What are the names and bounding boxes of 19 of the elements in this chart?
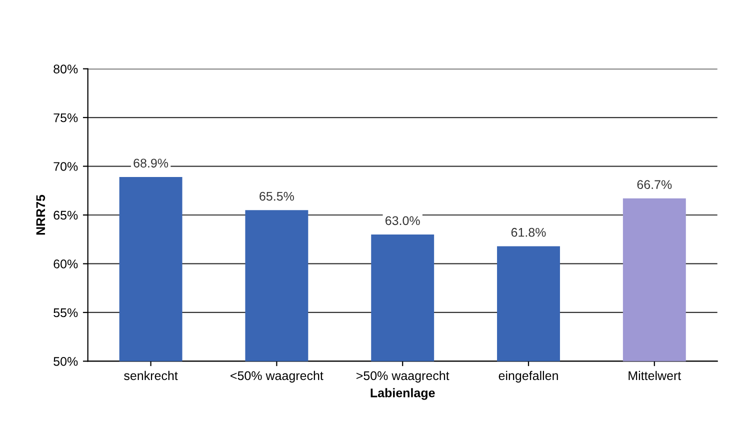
y-tick-label: 75%: [54, 113, 78, 122]
y-tick-label: 50%: [54, 357, 78, 366]
data-label: 68.9%: [134, 158, 168, 168]
data-label: 63.0%: [386, 216, 420, 226]
x-tick-label: senkrecht: [124, 370, 178, 380]
data-label: 65.5%: [260, 192, 294, 201]
x-tick-label: eingefallen: [498, 370, 558, 383]
y-tick-label: 65%: [54, 210, 78, 220]
y-tick-label: 70%: [54, 162, 78, 171]
x-tick-label: Mittelwert: [628, 370, 682, 380]
x-tick-label: >50% waagrecht: [356, 370, 450, 383]
y-tick-label: 60%: [54, 260, 78, 268]
data-label: 61.8%: [511, 228, 546, 237]
y-tick-label: 80%: [54, 64, 78, 74]
x-axis-title: Labienlage: [370, 388, 435, 400]
data-label: 66.7%: [637, 180, 672, 190]
x-tick-label: <50% waagrecht: [230, 370, 324, 383]
y-tick-label: 55%: [54, 308, 78, 318]
y-axis-title: NRR75: [36, 194, 46, 235]
